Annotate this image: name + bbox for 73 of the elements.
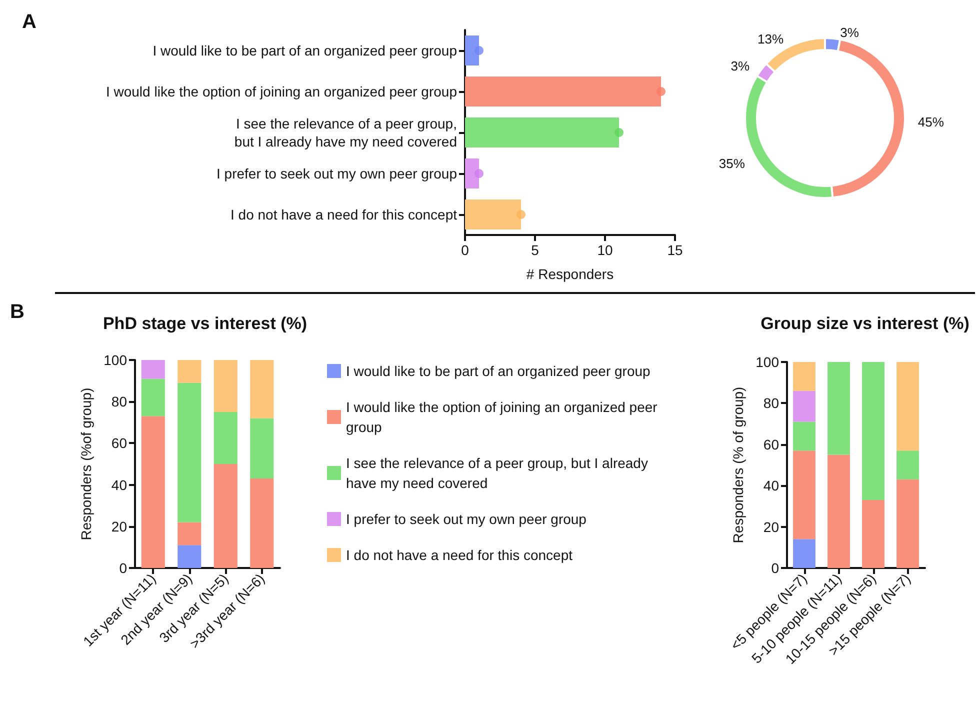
y-tick-label: 0 xyxy=(771,560,780,576)
bar xyxy=(896,479,919,568)
y-axis-title: Responders (% of group) xyxy=(730,386,746,544)
chart-title: Group size vs interest (%) xyxy=(760,314,970,333)
bar xyxy=(793,450,816,540)
bar xyxy=(465,118,619,148)
bar xyxy=(178,522,202,546)
y-tick-label: I would like the option of joining an organized peer group xyxy=(106,84,458,100)
x-tick-label: 10 xyxy=(597,242,613,258)
data-label: 35% xyxy=(718,156,746,171)
bar xyxy=(465,36,479,66)
y-tick-label: I see the relevance of a peer group, but I already have my need covered xyxy=(234,116,457,150)
bar xyxy=(465,158,479,188)
bar xyxy=(214,412,238,464)
point xyxy=(474,169,484,178)
bar xyxy=(465,76,661,106)
point xyxy=(516,210,526,219)
bar xyxy=(793,539,816,568)
bar xyxy=(862,362,884,500)
x-tick-label: 0 xyxy=(461,242,470,258)
y-tick-label: I do not have a need for this concept xyxy=(230,206,458,222)
bar xyxy=(250,478,274,568)
y-tick-label: 60 xyxy=(111,435,128,452)
x-tick-label: 5 xyxy=(531,242,540,258)
bar xyxy=(214,360,238,412)
y-tick-label: 40 xyxy=(763,478,780,494)
point xyxy=(656,87,666,96)
bar xyxy=(862,500,884,568)
y-tick-label: 20 xyxy=(763,518,780,535)
bar xyxy=(465,200,521,230)
y-tick-label: 60 xyxy=(763,436,780,452)
data-label: 3% xyxy=(840,24,860,40)
y-tick-label: I prefer to seek out my own peer group xyxy=(216,166,458,182)
bar xyxy=(141,416,165,568)
y-tick-label: 40 xyxy=(111,476,128,493)
x-axis-title: # Responders xyxy=(526,266,614,282)
bar xyxy=(793,390,816,422)
y-tick-label: 100 xyxy=(756,354,780,370)
y-tick-label: I would like to be part of an organized peer group xyxy=(152,42,458,58)
data-label: 45% xyxy=(918,114,944,130)
bar xyxy=(793,422,816,451)
bar xyxy=(250,360,274,418)
text: A xyxy=(22,11,36,33)
bar xyxy=(178,545,202,568)
bar xyxy=(793,362,816,391)
y-axis-title: Responders (%of group) xyxy=(78,388,94,540)
bar xyxy=(141,360,165,379)
y-tick-label: 80 xyxy=(111,394,128,410)
y-tick-label: 0 xyxy=(119,560,128,576)
bar xyxy=(178,382,202,522)
bar xyxy=(828,362,850,455)
bar xyxy=(141,378,165,416)
chart-title: PhD stage vs interest (%) xyxy=(102,314,308,333)
data-label: 3% xyxy=(730,58,750,74)
legend-label: I would like the option of joining an organized peer group xyxy=(346,399,662,435)
legend-label: I do not have a need for this concept xyxy=(346,547,573,563)
bar xyxy=(250,418,274,479)
x-tick-label: 15 xyxy=(667,242,683,258)
bar xyxy=(896,450,919,480)
data-label: 13% xyxy=(757,32,784,47)
bar xyxy=(828,454,850,568)
y-tick-label: 80 xyxy=(763,395,780,412)
point xyxy=(474,46,484,55)
bar xyxy=(896,362,919,451)
text: B xyxy=(10,301,24,323)
bar xyxy=(178,360,202,383)
legend-label: I see the relevance of a peer group, but I already have my need covered xyxy=(346,455,652,491)
point xyxy=(614,128,624,137)
y-tick-label: 100 xyxy=(104,352,128,368)
legend-label: I prefer to seek out my own peer group xyxy=(346,511,587,527)
legend-label: I would like to be part of an organized peer group xyxy=(346,363,651,379)
y-tick-label: 20 xyxy=(111,518,128,534)
bar xyxy=(214,464,238,568)
